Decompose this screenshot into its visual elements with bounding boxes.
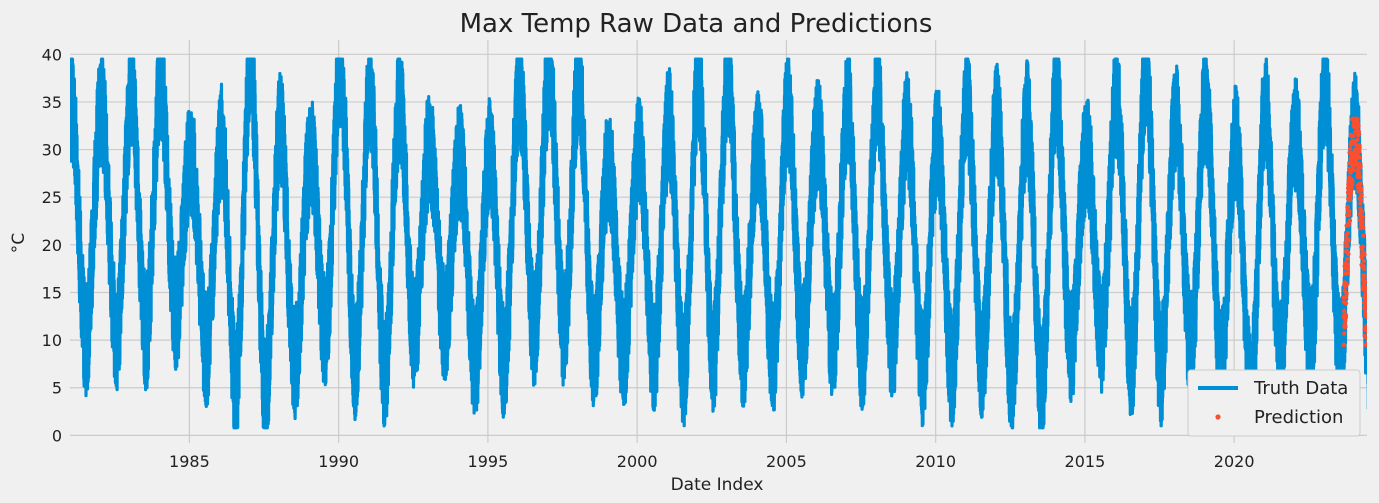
- prediction-point: [1357, 149, 1362, 154]
- prediction-point: [1356, 123, 1361, 128]
- series-truth-data-line: [70, 57, 1367, 430]
- x-tick-label: 2010: [915, 452, 956, 471]
- prediction-point: [1359, 192, 1364, 197]
- prediction-point: [1364, 293, 1367, 298]
- y-tick-label: 35: [42, 93, 62, 112]
- prediction-point: [1364, 304, 1367, 309]
- prediction-point: [1345, 262, 1350, 267]
- prediction-point: [1359, 186, 1364, 191]
- prediction-point: [1349, 186, 1355, 191]
- prediction-point: [1358, 181, 1363, 186]
- prediction-point: [1363, 285, 1367, 290]
- y-tick-label: 30: [42, 141, 62, 160]
- prediction-point: [1347, 146, 1353, 151]
- prediction-point: [1361, 225, 1366, 230]
- prediction-point: [1365, 329, 1367, 334]
- y-tick-labels: 0 5 10 15 20 25 30 35 40: [42, 45, 62, 445]
- y-tick-label: 20: [42, 236, 62, 255]
- prediction-point: [1357, 174, 1363, 180]
- y-axis-label: °C: [9, 233, 29, 253]
- prediction-point: [1346, 212, 1352, 218]
- prediction-point: [1364, 335, 1367, 340]
- legend-truth-data-label: Truth Data: [1253, 378, 1348, 399]
- prediction-point: [1352, 147, 1358, 152]
- prediction-point: [1362, 252, 1367, 257]
- prediction-point: [1344, 282, 1350, 287]
- x-tick-label: 2005: [766, 452, 807, 471]
- prediction-point: [1358, 201, 1363, 206]
- prediction-point: [1346, 209, 1352, 214]
- prediction-point: [1360, 214, 1366, 220]
- y-tick-label: 5: [52, 379, 62, 398]
- legend-prediction-label: Prediction: [1254, 407, 1343, 428]
- x-tick-label: 1985: [169, 452, 210, 471]
- prediction-point: [1344, 291, 1349, 296]
- series-prediction-points: [1341, 116, 1367, 348]
- x-tick-label: 1995: [468, 452, 509, 471]
- x-tick-label: 1990: [318, 452, 359, 471]
- prediction-point: [1361, 233, 1366, 238]
- legend: Truth Data Prediction: [1187, 369, 1361, 437]
- prediction-point: [1344, 257, 1350, 262]
- x-axis-label: Date Index: [671, 475, 764, 495]
- prediction-point: [1364, 300, 1367, 305]
- legend-prediction-swatch: [1215, 414, 1221, 420]
- plot-area: [70, 57, 1367, 430]
- y-tick-label: 25: [42, 188, 62, 207]
- prediction-point: [1345, 204, 1351, 210]
- prediction-point: [1359, 210, 1365, 215]
- prediction-point: [1355, 117, 1360, 122]
- prediction-point: [1366, 343, 1367, 347]
- prediction-point: [1346, 237, 1352, 243]
- prediction-point: [1343, 301, 1349, 306]
- prediction-point: [1355, 137, 1360, 143]
- x-tick-label: 2015: [1065, 452, 1106, 471]
- prediction-point: [1357, 155, 1363, 160]
- prediction-point: [1346, 251, 1351, 257]
- prediction-point: [1356, 132, 1362, 137]
- prediction-point: [1343, 314, 1349, 319]
- prediction-point: [1342, 288, 1347, 293]
- prediction-point: [1343, 324, 1348, 329]
- y-tick-label: 0: [52, 426, 62, 445]
- prediction-point: [1362, 273, 1367, 279]
- prediction-point: [1346, 222, 1351, 228]
- prediction-point: [1342, 308, 1347, 313]
- prediction-point: [1363, 280, 1367, 285]
- prediction-point: [1345, 271, 1350, 276]
- y-tick-label: 40: [42, 45, 62, 64]
- prediction-point: [1360, 244, 1365, 249]
- prediction-point: [1347, 218, 1353, 223]
- prediction-point: [1341, 342, 1347, 348]
- prediction-point: [1357, 145, 1362, 150]
- prediction-point: [1358, 164, 1363, 169]
- prediction-point: [1351, 133, 1356, 139]
- y-tick-label: 15: [42, 283, 62, 302]
- prediction-point: [1345, 266, 1350, 272]
- x-tick-label: 2000: [617, 452, 658, 471]
- prediction-point: [1343, 295, 1348, 300]
- prediction-point: [1365, 325, 1367, 330]
- prediction-point: [1363, 310, 1367, 315]
- prediction-point: [1342, 331, 1347, 336]
- prediction-point: [1353, 129, 1358, 135]
- x-tick-labels: 1985 1990 1995 2000 2005 2010 2015 2020: [169, 452, 1254, 471]
- chart-title: Max Temp Raw Data and Predictions: [460, 9, 933, 39]
- prediction-point: [1365, 315, 1367, 320]
- prediction-point: [1358, 198, 1364, 203]
- x-tick-label: 2020: [1214, 452, 1255, 471]
- prediction-point: [1361, 266, 1367, 272]
- prediction-point: [1345, 230, 1351, 236]
- prediction-point: [1361, 258, 1367, 264]
- prediction-point: [1350, 168, 1356, 173]
- prediction-point: [1350, 178, 1355, 183]
- prediction-point: [1360, 219, 1365, 224]
- prediction-point: [1345, 243, 1350, 249]
- y-tick-label: 10: [42, 331, 62, 350]
